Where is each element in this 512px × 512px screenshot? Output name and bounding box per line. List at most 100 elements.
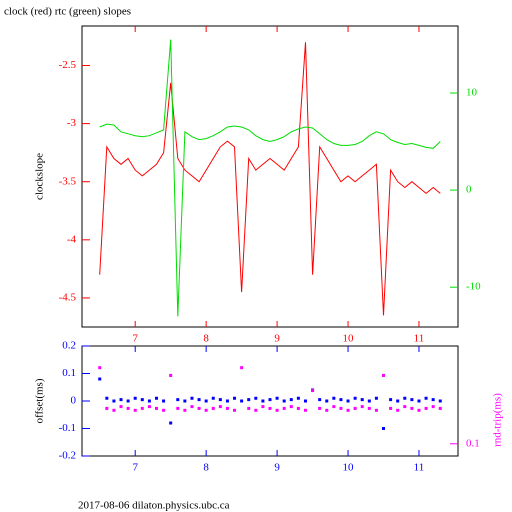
- point: [346, 399, 350, 403]
- point: [367, 406, 371, 410]
- point: [303, 408, 307, 412]
- y-tick-label: -2.5: [59, 59, 77, 71]
- point: [254, 396, 258, 400]
- x-tick-label: 11: [414, 333, 425, 345]
- point: [105, 406, 109, 410]
- point: [268, 406, 272, 410]
- point: [332, 405, 336, 409]
- point: [311, 389, 315, 393]
- point: [424, 406, 428, 410]
- point: [261, 405, 265, 409]
- point: [325, 408, 329, 412]
- point: [282, 399, 286, 403]
- y-tick-label: -3: [67, 117, 77, 129]
- point: [389, 406, 393, 410]
- point: [190, 396, 194, 400]
- point: [289, 398, 293, 402]
- point: [339, 398, 343, 402]
- point: [119, 405, 123, 409]
- point: [240, 366, 244, 370]
- point: [396, 408, 400, 412]
- y-tick-label: 0.1: [62, 367, 76, 379]
- footer: 2017-08-06 dilaton.physics.ubc.ca: [78, 500, 230, 512]
- point: [140, 406, 144, 410]
- point: [275, 396, 279, 400]
- point: [403, 396, 407, 400]
- x-tick-label: 9: [274, 333, 280, 345]
- x-tick-label: 7: [132, 333, 138, 345]
- point: [296, 396, 300, 400]
- plot-frame: [81, 25, 459, 328]
- point: [318, 398, 322, 402]
- point: [438, 399, 442, 403]
- point: [105, 396, 109, 400]
- point: [254, 408, 258, 412]
- y2-tick-label: -10: [466, 281, 481, 293]
- point: [374, 396, 378, 400]
- point: [303, 399, 307, 403]
- point: [218, 405, 222, 409]
- point: [233, 396, 237, 400]
- point: [169, 373, 173, 377]
- y2-tick-label: 0: [466, 184, 472, 196]
- point: [382, 427, 386, 430]
- point: [190, 405, 194, 409]
- point: [346, 408, 350, 412]
- y2-tick-label: 0.1: [466, 437, 480, 449]
- point: [147, 405, 151, 409]
- point: [438, 406, 442, 410]
- point: [431, 405, 435, 409]
- y2-axis-label: rnd-trip(ms): [492, 393, 504, 447]
- point: [332, 396, 336, 400]
- point: [233, 408, 237, 412]
- point: [240, 399, 244, 403]
- point: [169, 421, 173, 425]
- point: [339, 406, 343, 410]
- point: [112, 399, 116, 403]
- chart-title: clock (red) rtc (green) slopes: [4, 6, 131, 18]
- point: [176, 398, 180, 402]
- point: [197, 406, 201, 410]
- point: [204, 399, 208, 403]
- point: [424, 396, 428, 400]
- x-tick-label: 10: [343, 333, 355, 345]
- point: [360, 398, 364, 402]
- point: [197, 398, 201, 402]
- point: [162, 399, 166, 403]
- series-line: [99, 42, 441, 316]
- point: [147, 399, 151, 403]
- point: [162, 408, 166, 412]
- point: [98, 377, 102, 381]
- point: [176, 406, 180, 410]
- x-tick-label: 7: [132, 462, 138, 474]
- point: [112, 408, 116, 412]
- y-tick-label: -4.5: [59, 291, 77, 303]
- point: [211, 396, 215, 400]
- point: [325, 399, 329, 403]
- point: [417, 408, 421, 412]
- point: [133, 396, 137, 400]
- x-tick-label: 8: [203, 462, 209, 474]
- point: [211, 406, 215, 410]
- point: [417, 399, 421, 403]
- point: [247, 398, 251, 402]
- point: [360, 405, 364, 409]
- x-tick-label: 9: [274, 462, 280, 474]
- point: [204, 408, 208, 412]
- point: [431, 398, 435, 402]
- point: [225, 406, 229, 410]
- point: [353, 406, 357, 410]
- point: [183, 408, 187, 412]
- y-tick-label: -0.2: [59, 450, 76, 462]
- point: [154, 406, 158, 410]
- point: [289, 405, 293, 409]
- point: [374, 408, 378, 412]
- y-tick-label: -4: [67, 233, 77, 245]
- y-axis-label: clockslope: [34, 153, 46, 200]
- point: [318, 406, 322, 410]
- point: [382, 373, 386, 377]
- point: [275, 408, 279, 412]
- x-tick-label: 11: [414, 462, 425, 474]
- point: [403, 405, 407, 409]
